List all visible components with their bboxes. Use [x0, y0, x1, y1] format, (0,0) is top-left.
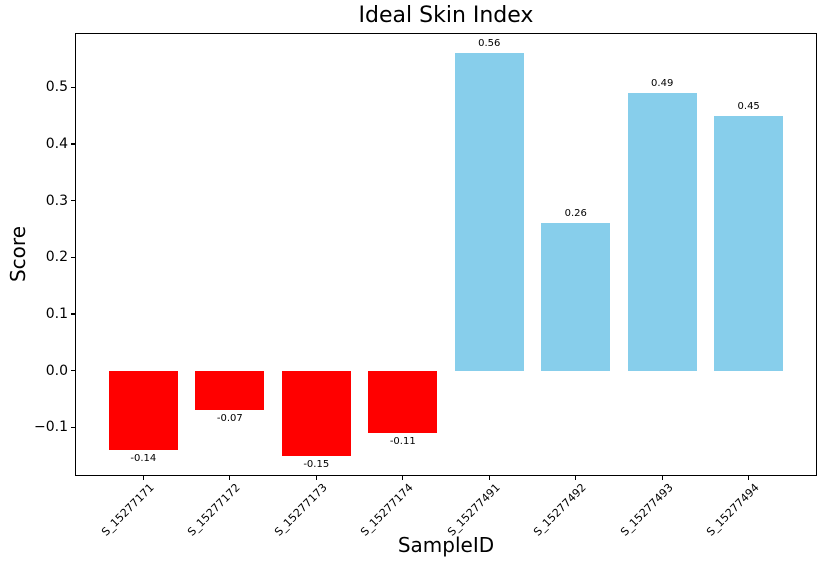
x-tick [747, 476, 750, 480]
chart-title: Ideal Skin Index [358, 3, 534, 28]
y-tick-label: 0.1 [45, 305, 68, 322]
bar-value-label: -0.11 [389, 435, 416, 447]
bar-S_15277171 [108, 370, 178, 450]
y-tick [71, 426, 75, 428]
bar-value-label: 0.56 [478, 38, 501, 50]
x-tick [575, 476, 577, 480]
y-tick-label: 0.5 [45, 79, 68, 96]
y-tick [71, 143, 75, 145]
x-axis-label: SampleID [397, 533, 495, 557]
y-tick-label: 0.4 [45, 136, 68, 153]
x-tick-label: S_15277172 [185, 481, 244, 539]
y-tick [71, 256, 75, 259]
bar-value-label: 0.26 [564, 208, 587, 220]
bar-S_15277491 [454, 53, 524, 371]
x-tick-label: S_15277492 [531, 481, 589, 539]
x-tick-label: S_15277174 [358, 481, 416, 539]
x-tick-label: S_15277494 [704, 481, 762, 539]
x-tick [488, 476, 490, 480]
y-tick-label: 0.2 [45, 249, 68, 266]
bar-S_15277493 [627, 93, 697, 371]
x-tick-label: S_15277493 [617, 481, 676, 539]
x-tick-label: S_15277171 [98, 481, 157, 539]
x-tick-label: S_15277491 [444, 481, 503, 539]
bar-S_15277173 [281, 370, 351, 456]
y-tick [71, 199, 75, 202]
bar-value-label: 0.45 [737, 100, 760, 112]
bar-S_15277174 [368, 370, 438, 433]
plot-area [75, 33, 817, 476]
x-tick [402, 476, 404, 480]
y-tick [71, 86, 75, 89]
bar-S_15277172 [195, 370, 265, 411]
x-tick [661, 476, 663, 480]
y-tick-label: 0.3 [45, 192, 68, 209]
bar-value-label: -0.14 [130, 452, 157, 464]
x-tick [142, 476, 144, 480]
y-tick [71, 313, 75, 315]
bar-value-label: 0.49 [651, 78, 674, 90]
bar-value-label: -0.07 [216, 413, 243, 425]
y-tick-label: 0.0 [45, 362, 68, 379]
bar-value-label: -0.15 [303, 458, 330, 470]
x-tick [315, 476, 317, 480]
bar-S_15277492 [541, 223, 611, 371]
y-tick-label: −0.1 [34, 419, 68, 436]
bar-S_15277494 [714, 115, 784, 371]
x-tick [229, 476, 231, 480]
x-tick-label: S_15277173 [271, 481, 330, 539]
y-tick [71, 369, 75, 372]
